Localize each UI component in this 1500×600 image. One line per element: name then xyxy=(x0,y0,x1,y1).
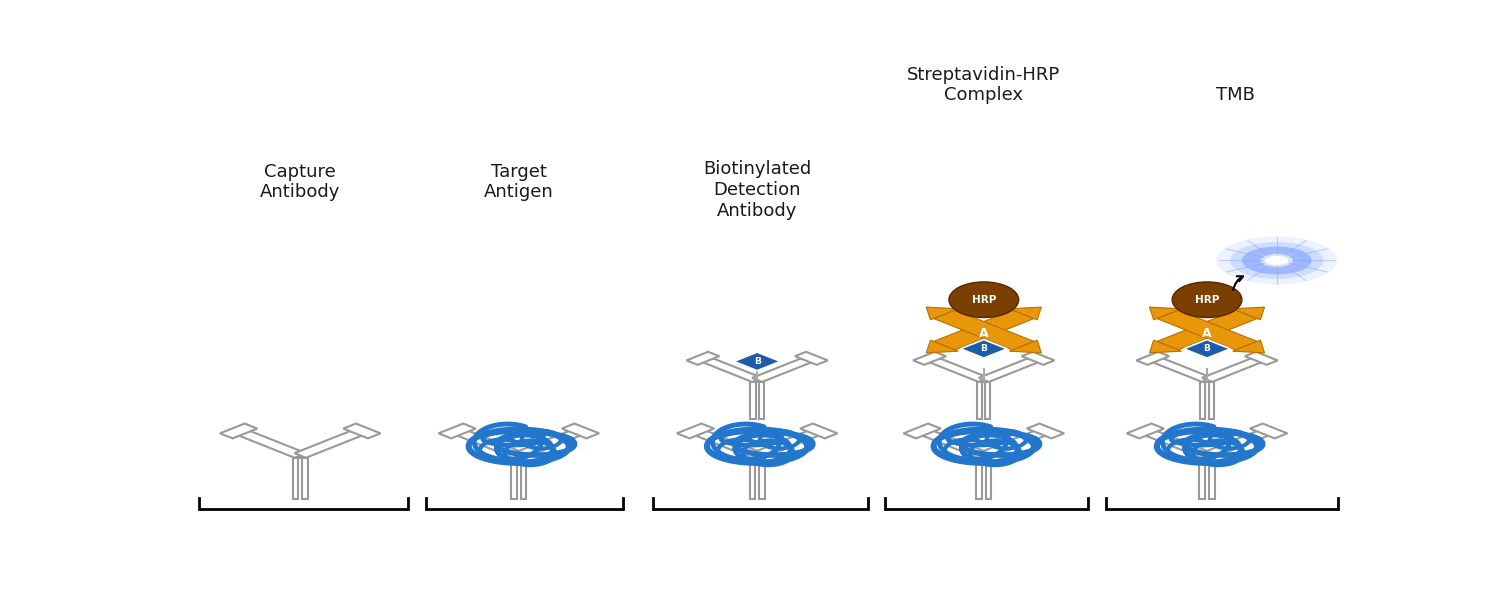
Polygon shape xyxy=(800,424,837,439)
Text: Biotinylated
Detection
Antibody: Biotinylated Detection Antibody xyxy=(704,160,812,220)
Bar xyxy=(292,453,308,458)
Polygon shape xyxy=(562,424,598,439)
Circle shape xyxy=(1230,242,1323,279)
Text: HRP: HRP xyxy=(972,295,996,305)
Ellipse shape xyxy=(950,282,1018,317)
Polygon shape xyxy=(1140,428,1214,458)
Text: A: A xyxy=(980,327,988,340)
Polygon shape xyxy=(1184,340,1230,358)
Polygon shape xyxy=(734,352,780,371)
Polygon shape xyxy=(1010,340,1041,353)
Polygon shape xyxy=(933,310,1034,350)
Polygon shape xyxy=(698,356,762,382)
Bar xyxy=(976,378,990,382)
Polygon shape xyxy=(452,428,525,458)
Text: A: A xyxy=(1202,327,1212,340)
Bar xyxy=(759,455,765,499)
Polygon shape xyxy=(1233,307,1264,320)
Polygon shape xyxy=(978,428,1052,458)
Bar xyxy=(302,455,307,499)
Polygon shape xyxy=(752,428,825,458)
Polygon shape xyxy=(927,340,958,353)
Bar xyxy=(976,455,982,499)
Polygon shape xyxy=(1149,307,1182,320)
Circle shape xyxy=(1260,254,1293,267)
Polygon shape xyxy=(1010,307,1041,320)
Circle shape xyxy=(1242,247,1311,274)
Bar xyxy=(1209,455,1215,499)
Polygon shape xyxy=(927,307,958,320)
Text: B: B xyxy=(753,357,760,366)
Polygon shape xyxy=(916,428,990,458)
Polygon shape xyxy=(690,428,764,458)
Bar xyxy=(1200,455,1204,499)
Bar xyxy=(986,455,992,499)
Polygon shape xyxy=(924,356,988,382)
Circle shape xyxy=(1251,250,1302,271)
Polygon shape xyxy=(1028,424,1063,439)
Polygon shape xyxy=(1156,310,1257,350)
Bar xyxy=(512,453,526,458)
Polygon shape xyxy=(438,424,476,439)
Bar xyxy=(1209,380,1214,419)
Polygon shape xyxy=(294,428,368,458)
Text: TMB: TMB xyxy=(1216,86,1255,104)
Bar xyxy=(976,380,982,419)
Polygon shape xyxy=(978,356,1042,382)
Polygon shape xyxy=(795,352,828,365)
Polygon shape xyxy=(1149,340,1182,353)
Bar xyxy=(750,453,765,458)
Polygon shape xyxy=(220,424,258,439)
Bar xyxy=(292,455,298,499)
Polygon shape xyxy=(903,424,940,439)
Circle shape xyxy=(1264,256,1288,265)
Bar xyxy=(750,455,756,499)
Polygon shape xyxy=(687,352,720,365)
Bar xyxy=(976,453,992,458)
Polygon shape xyxy=(1233,340,1264,353)
Polygon shape xyxy=(232,428,306,458)
Polygon shape xyxy=(1137,352,1168,365)
Polygon shape xyxy=(1250,424,1287,439)
Polygon shape xyxy=(513,428,586,458)
Text: Target
Antigen: Target Antigen xyxy=(484,163,554,202)
Ellipse shape xyxy=(1172,282,1242,317)
Polygon shape xyxy=(676,424,714,439)
Text: Capture
Antibody: Capture Antibody xyxy=(260,163,340,202)
Text: B: B xyxy=(981,344,987,353)
Bar xyxy=(512,455,518,499)
Bar xyxy=(986,380,990,419)
Polygon shape xyxy=(1156,310,1257,350)
Polygon shape xyxy=(344,424,381,439)
Text: HRP: HRP xyxy=(1196,295,1219,305)
Bar xyxy=(1200,378,1214,382)
Polygon shape xyxy=(1202,428,1275,458)
Polygon shape xyxy=(914,352,946,365)
Bar xyxy=(759,380,764,419)
Polygon shape xyxy=(1126,424,1164,439)
Polygon shape xyxy=(752,356,816,382)
Polygon shape xyxy=(1202,356,1266,382)
Polygon shape xyxy=(933,310,1034,350)
Bar xyxy=(520,455,526,499)
Text: Streptavidin-HRP
Complex: Streptavidin-HRP Complex xyxy=(908,65,1060,104)
Polygon shape xyxy=(1245,352,1278,365)
Circle shape xyxy=(1216,236,1336,284)
Bar xyxy=(1200,380,1206,419)
Bar xyxy=(750,380,756,419)
Polygon shape xyxy=(1022,352,1054,365)
Text: B: B xyxy=(1203,344,1210,353)
Bar xyxy=(750,378,764,382)
Polygon shape xyxy=(960,340,1006,358)
Polygon shape xyxy=(1148,356,1212,382)
Bar xyxy=(1200,453,1215,458)
